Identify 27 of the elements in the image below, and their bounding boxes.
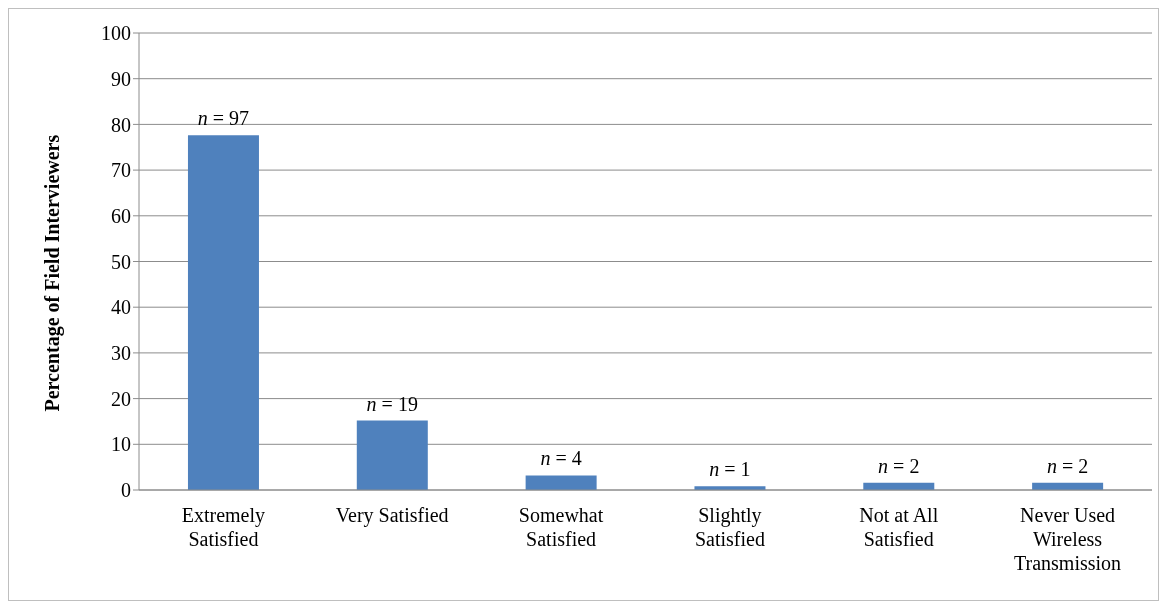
bar <box>356 420 428 490</box>
x-tick-label: Not at All Satisfied <box>859 504 939 550</box>
annotation: n = 1 <box>709 458 751 481</box>
x-tick-label: Somewhat Satisfied <box>518 504 604 550</box>
x-tick-label: Extremely Satisfied <box>181 504 266 550</box>
y-tick-label: 100 <box>101 22 131 45</box>
y-tick-label: 10 <box>111 433 131 456</box>
y-tick-label: 40 <box>111 296 131 319</box>
x-tick-label: Slightly Satisfied <box>694 504 765 550</box>
x-tick-label: Never Used Wireless Transmission <box>1014 504 1122 574</box>
annotation: n = 4 <box>540 447 582 470</box>
annotation: n = 19 <box>366 392 418 415</box>
x-tick-label: Very Satisfied <box>335 504 449 527</box>
y-tick-label: 50 <box>111 250 131 273</box>
annotation: n = 2 <box>1046 454 1089 477</box>
annotation: n = 2 <box>878 454 920 477</box>
y-tick-label: 20 <box>111 387 131 410</box>
y-tick-label: 30 <box>111 342 131 364</box>
y-tick-label: 80 <box>111 113 131 136</box>
annotation: n = 97 <box>197 107 250 130</box>
bar <box>187 135 259 490</box>
bar <box>525 475 597 490</box>
y-tick-label: 0 <box>121 479 131 502</box>
y-tick-label: 70 <box>111 159 131 182</box>
y-tick-label: 90 <box>111 67 131 90</box>
y-tick-label: 60 <box>111 204 131 227</box>
y-axis-title: Percentage of Field Interviewers <box>41 134 65 412</box>
